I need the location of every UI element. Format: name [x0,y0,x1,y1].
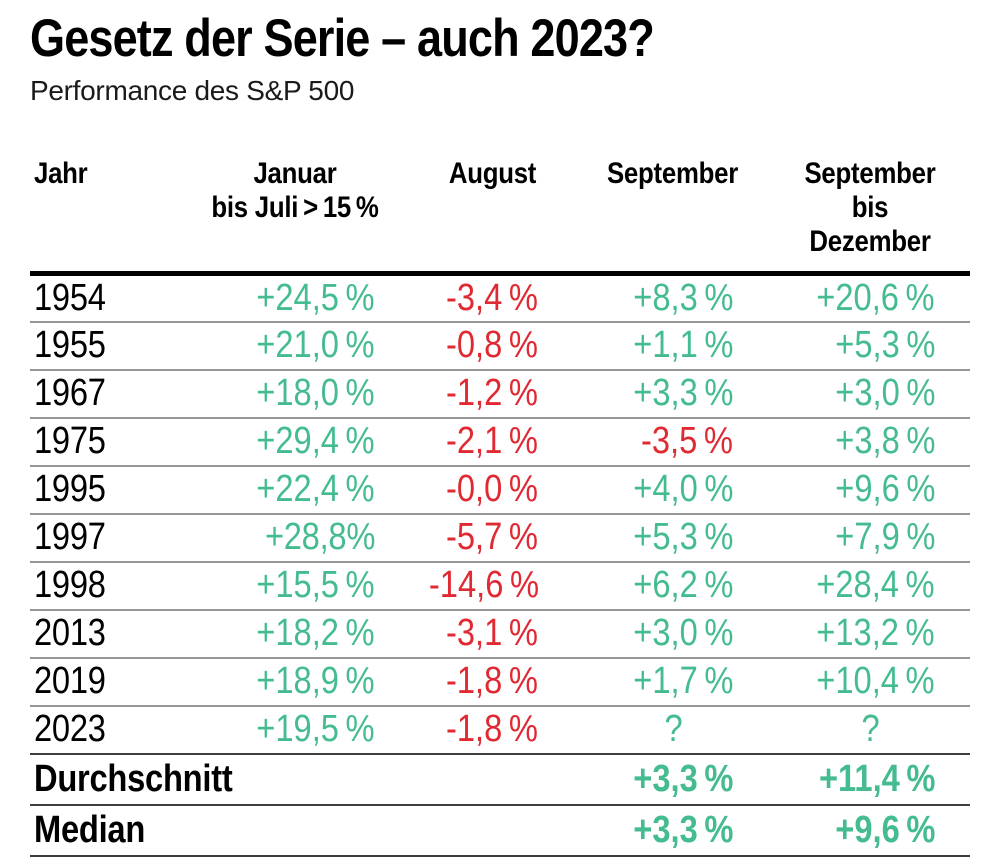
value-jan-jul: +29,4 % [256,420,376,463]
summary-label: Median [34,808,146,851]
year-cell: 1954 [34,276,106,319]
value-september: +1,7 % [632,660,733,703]
value-september: +5,3 % [632,516,733,559]
year-cell: 1997 [34,516,106,559]
page-subtitle: Performance des S&P 500 [30,75,355,106]
value-september-unknown: ? [664,708,682,751]
year-cell: 1998 [34,564,106,607]
summary-label: Durchschnitt [34,757,233,800]
summary-row-median: Median +3,3 % +9,6 % [30,805,970,856]
value-august: -3,1 % [446,612,538,655]
value-august: -1,2 % [446,372,538,415]
summary-sep-dez: +11,4 % [818,757,936,800]
value-sep-dez: +13,2 % [816,612,936,655]
value-sep-dez-unknown: ? [861,708,880,751]
value-august: -2,1 % [446,420,538,463]
value-jan-jul: +24,5 % [256,276,376,319]
summary-september: +3,3 % [632,757,733,800]
table-row-2013: 2013 +18,2 % -3,1 % +3,0 % +13,2 % [30,610,970,658]
year-cell: 1995 [34,468,106,511]
table-row-1997: 1997 +28,8% -5,7 % +5,3 % +7,9 % [30,514,970,562]
value-september: +6,2 % [632,564,733,607]
year-cell: 1967 [34,372,106,415]
value-jan-jul: +19,5 % [256,708,376,751]
year-cell: 2023 [34,708,106,751]
summary-row-durchschnitt: Durchschnitt +3,3 % +11,4 % [30,754,970,805]
page-title: Gesetz der Serie – auch 2023? [30,9,655,68]
header-september-bis-dezember: September bis Dezember [804,157,936,258]
value-august: -0,0 % [446,468,538,511]
header-september: September [606,157,739,190]
value-august: -14,6 % [428,564,540,607]
value-sep-dez: +3,8 % [834,420,935,463]
value-september: +1,1 % [632,324,733,367]
table-row-2019: 2019 +18,9 % -1,8 % +1,7 % +10,4 % [30,658,970,706]
value-sep-dez: +20,6 % [816,276,936,319]
table-row-2023: 2023 +19,5 % -1,8 % ? ? [30,706,970,754]
year-cell: 1955 [34,324,106,367]
value-jan-jul: +22,4 % [256,468,376,511]
value-sep-dez: +10,4 % [816,660,936,703]
table-row-1967: 1967 +18,0 % -1,2 % +3,3 % +3,0 % [30,370,970,418]
value-jan-jul: +21,0 % [256,324,376,367]
value-september: +8,3 % [632,276,733,319]
table-row-1995: 1995 +22,4 % -0,0 % +4,0 % +9,6 % [30,466,970,514]
header-august: August [448,157,537,190]
value-august: -0,8 % [446,324,538,367]
value-jan-jul: +15,5 % [256,564,376,607]
table-row-1955: 1955 +21,0 % -0,8 % +1,1 % +5,3 % [30,322,970,370]
value-september: +3,3 % [632,372,733,415]
value-august: -1,8 % [446,708,538,751]
table-row-1998: 1998 +15,5 % -14,6 % +6,2 % +28,4 % [30,562,970,610]
value-sep-dez: +5,3 % [834,324,935,367]
value-september: +4,0 % [632,468,733,511]
header-jahr: Jahr [34,157,88,190]
year-cell: 2013 [34,612,106,655]
value-jan-jul: +28,8% [264,516,375,559]
year-cell: 2019 [34,660,106,703]
value-sep-dez: +3,0 % [834,372,935,415]
value-august: -3,4 % [446,276,538,319]
value-august: -1,8 % [446,660,538,703]
value-sep-dez: +28,4 % [816,564,936,607]
summary-september: +3,3 % [632,808,733,851]
table-row-1954: 1954 +24,5 % -3,4 % +8,3 % +20,6 % [30,273,970,322]
header-januar-bis-juli: Januar bis Juli > 15 % [211,157,379,224]
value-august: -5,7 % [446,516,538,559]
value-september: +3,0 % [632,612,733,655]
table-row-1975: 1975 +29,4 % -2,1 % -3,5 % +3,8 % [30,418,970,466]
table-header-row: Jahr Januar bis Juli > 15 % August Septem… [30,157,970,274]
value-sep-dez: +9,6 % [834,468,935,511]
performance-table: Jahr Januar bis Juli > 15 % August Septem… [30,157,970,857]
value-september: -3,5 % [641,420,733,463]
summary-sep-dez: +9,6 % [834,808,935,851]
value-jan-jul: +18,9 % [256,660,376,703]
value-jan-jul: +18,0 % [256,372,376,415]
year-cell: 1975 [34,420,106,463]
value-sep-dez: +7,9 % [834,516,935,559]
value-jan-jul: +18,2 % [256,612,376,655]
